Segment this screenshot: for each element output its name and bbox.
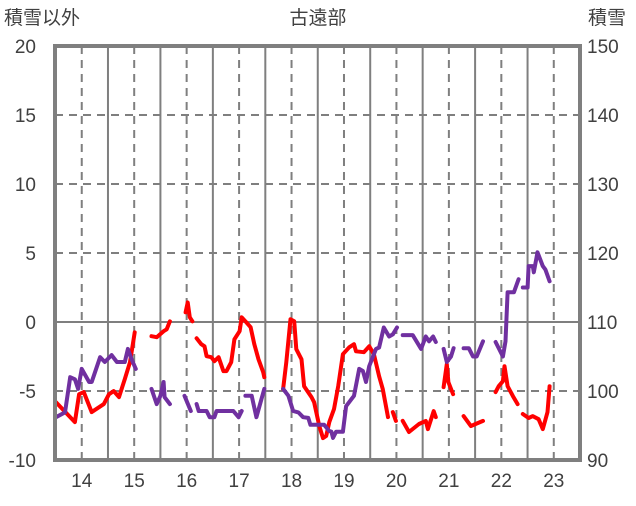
tick-labels: 14 15 16 17 18 19 20 21 22 23 20 15 10 5 0 -5 -10 150 140 1…: [9, 37, 619, 492]
purple-series-segment: [243, 386, 267, 420]
red-series-segment: [461, 414, 485, 429]
red-series-segment: [54, 330, 137, 425]
purple-series-segment: [461, 339, 485, 359]
red-series-segment: [194, 315, 267, 380]
chart-title: 古遠部: [289, 7, 346, 29]
y-left-tick-label: -10: [9, 451, 36, 472]
x-tick-label: 16: [176, 471, 197, 492]
y-right-tick-label: 120: [587, 244, 619, 265]
x-tick-label: 17: [229, 471, 250, 492]
y-right-tick-label: 140: [587, 106, 619, 127]
x-tick-label: 18: [281, 471, 302, 492]
y-left-tick-label: 5: [25, 244, 36, 265]
red-series-segment: [400, 409, 438, 434]
y-left-tick-label: 0: [25, 313, 36, 334]
y-right-tick-label: 100: [587, 382, 619, 403]
right-axis-title: 積雪: [588, 7, 626, 29]
left-axis-title: 積雪以外: [4, 7, 80, 29]
x-tick-label: 19: [333, 471, 354, 492]
series-group: [54, 250, 552, 441]
purple-series-segment: [194, 402, 244, 420]
red-series-segment: [441, 362, 456, 397]
red-series-segment: [183, 300, 195, 324]
red-series-segment: [149, 319, 172, 340]
purple-series-segment: [54, 346, 138, 420]
red-series-segment: [493, 364, 520, 407]
purple-series-segment: [520, 250, 552, 290]
purple-series-segment: [182, 393, 193, 413]
purple-series-segment: [441, 346, 456, 364]
purple-series-segment: [493, 277, 521, 359]
y-right-tick-label: 130: [587, 175, 619, 196]
y-left-tick-label: 10: [15, 175, 36, 196]
x-tick-label: 14: [71, 471, 93, 492]
y-left-tick-label: 20: [15, 37, 36, 58]
y-left-tick-label: 15: [15, 106, 36, 127]
red-series-segment: [281, 317, 390, 441]
purple-series-segment: [281, 325, 399, 440]
red-series-segment: [520, 384, 552, 432]
gridlines: [54, 46, 581, 460]
y-left-tick-label: -5: [19, 382, 36, 403]
purple-series-segment: [400, 333, 438, 351]
x-tick-label: 20: [386, 471, 407, 492]
plot-frame: [53, 44, 582, 462]
purple-series-segment: [149, 380, 172, 407]
red-series-segment: [390, 410, 398, 423]
y-right-tick-label: 90: [587, 451, 608, 472]
y-right-tick-label: 110: [587, 313, 617, 334]
x-tick-label: 23: [543, 471, 564, 492]
x-tick-label: 22: [491, 471, 512, 492]
x-tick-label: 15: [124, 471, 145, 492]
y-right-tick-label: 150: [587, 37, 619, 58]
x-tick-label: 21: [438, 471, 459, 492]
